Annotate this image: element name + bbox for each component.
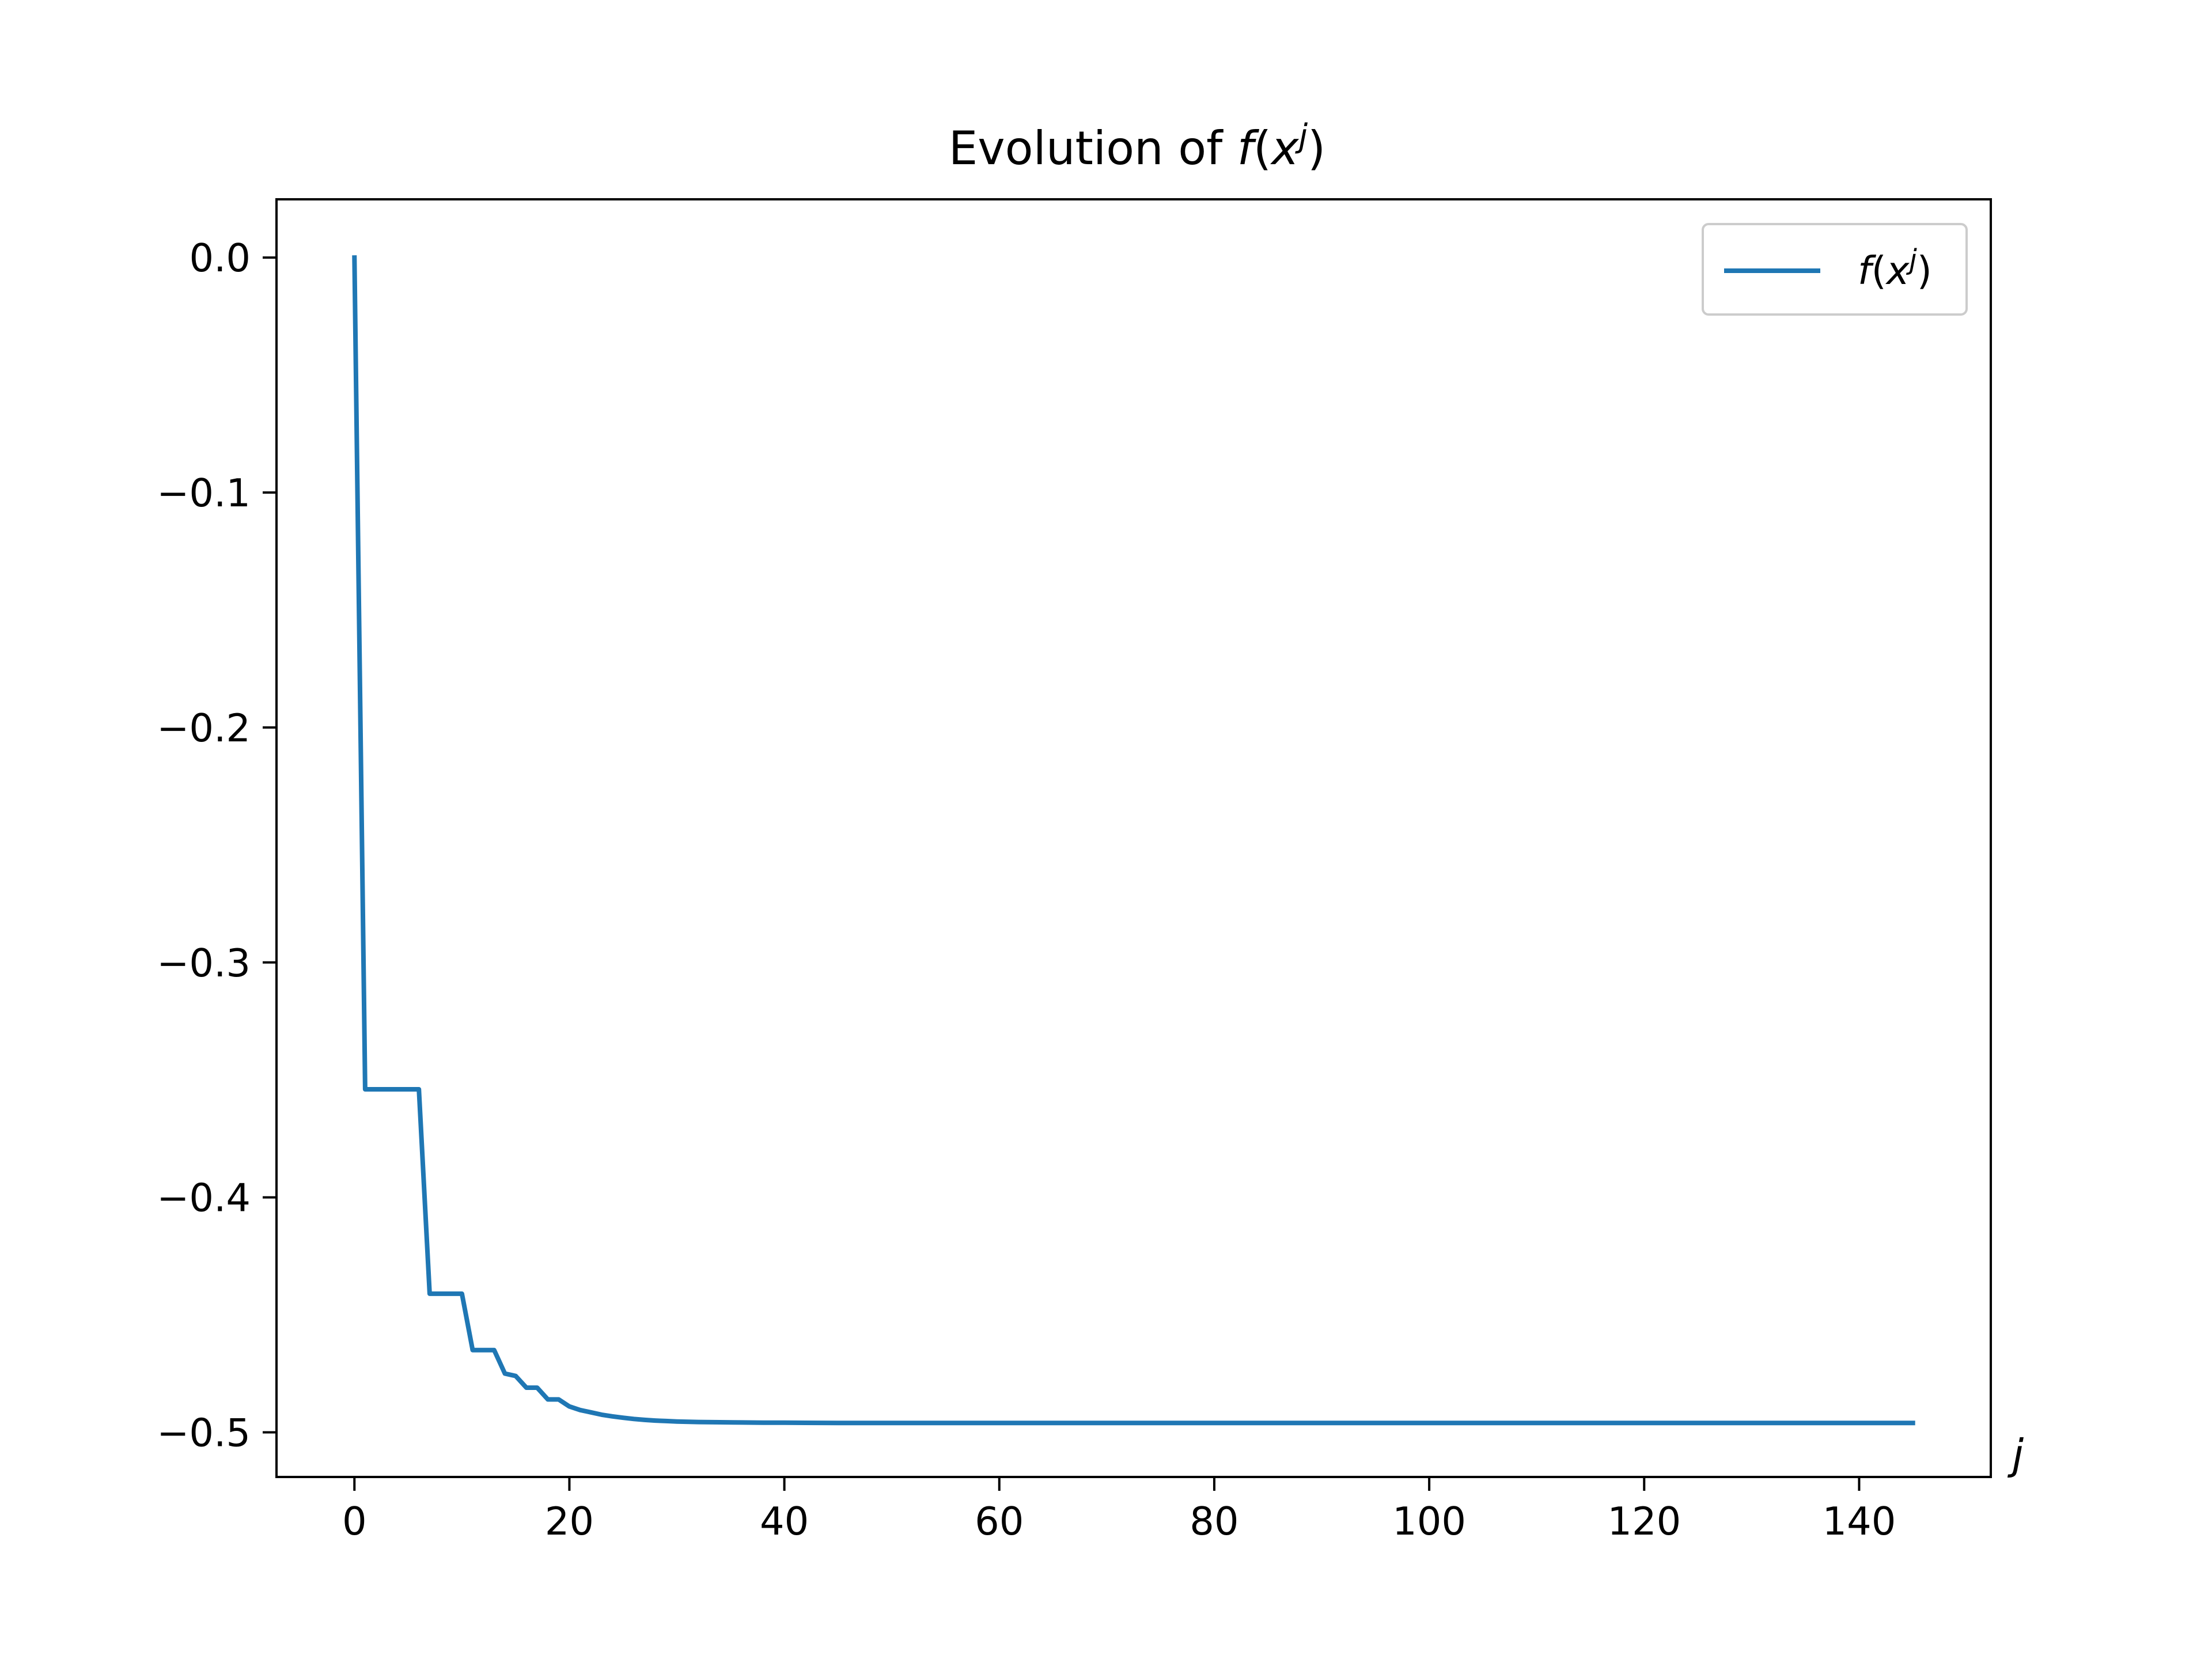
legend-box	[1702, 223, 1968, 316]
x-tick-label: 20	[545, 1499, 594, 1544]
y-tick-label: −0.4	[157, 1176, 251, 1221]
y-tick-label: 0.0	[189, 236, 251, 281]
legend: f(xj)	[1702, 223, 1968, 316]
x-tick-label: 80	[1190, 1499, 1238, 1544]
y-tick-label: −0.5	[157, 1411, 251, 1456]
x-axis-ticks: 0 20 40 60 80 100 120 140	[342, 1477, 1896, 1544]
y-axis-ticks: 0.0 −0.1 −0.2 −0.3 −0.4 −0.5	[157, 236, 276, 1456]
x-tick-label: 40	[760, 1499, 809, 1544]
x-tick-label: 120	[1607, 1499, 1681, 1544]
y-tick-label: −0.3	[157, 941, 251, 986]
x-tick-label: 60	[975, 1499, 1024, 1544]
series-group	[352, 255, 1915, 1426]
y-tick-label: −0.2	[157, 706, 251, 751]
series-line	[352, 255, 1915, 1426]
plot-area	[275, 198, 1992, 1478]
chart-title: Evolution of f(xj)	[949, 118, 1326, 175]
x-tick-label: 100	[1392, 1499, 1466, 1544]
y-tick-label: −0.1	[157, 471, 251, 516]
legend-label: f(xj)	[1858, 244, 1932, 293]
x-tick-label: 140	[1822, 1499, 1896, 1544]
x-tick-label: 0	[342, 1499, 367, 1544]
axes-frame	[275, 198, 1992, 1478]
